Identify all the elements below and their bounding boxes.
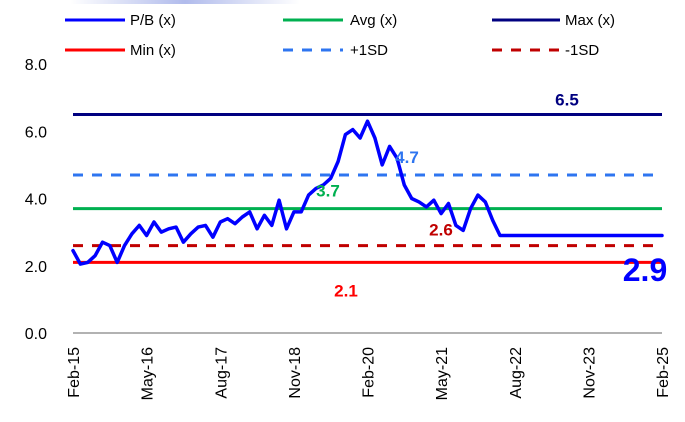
- value-label-plus1sd: 4.7: [395, 148, 419, 167]
- legend-label-plus1sd: +1SD: [350, 42, 388, 59]
- legend-label-minus1sd: -1SD: [565, 42, 599, 59]
- y-tick-label: 8.0: [25, 57, 47, 74]
- x-tick-label: Nov-18: [287, 347, 304, 399]
- y-tick-label: 2.0: [25, 259, 47, 276]
- y-axis-ticks: 0.0 2.0 4.0 6.0 8.0: [25, 57, 47, 343]
- value-label-avg: 3.7: [316, 182, 340, 201]
- legend-label-avg: Avg (x): [350, 12, 397, 29]
- legend: P/B (x) Avg (x) Max (x) Min (x) +1SD -1S…: [65, 12, 615, 59]
- x-tick-label: May-16: [140, 347, 157, 400]
- legend-label-max: Max (x): [565, 12, 615, 29]
- x-tick-label: Aug-17: [213, 347, 230, 399]
- y-tick-label: 4.0: [25, 192, 47, 209]
- last-value-label: 2.9: [623, 252, 667, 288]
- x-tick-label: Feb-25: [655, 347, 672, 398]
- x-tick-label: Aug-22: [508, 347, 525, 399]
- legend-label-min: Min (x): [130, 42, 176, 59]
- title-fragment: [70, 0, 300, 4]
- series-line-pb: [71, 119, 664, 266]
- x-tick-label: Feb-20: [361, 347, 378, 398]
- value-label-min: 2.1: [334, 281, 358, 300]
- y-tick-label: 0.0: [25, 326, 47, 343]
- value-labels: 6.5 4.7 3.7 2.6 2.1 2.9: [316, 90, 667, 300]
- reference-lines: [73, 112, 662, 264]
- x-tick-label: May-21: [434, 347, 451, 400]
- x-tick-label: Feb-15: [66, 347, 83, 398]
- y-tick-label: 6.0: [25, 124, 47, 141]
- x-tick-label: Nov-23: [581, 347, 598, 399]
- top-strip: [0, 0, 685, 10]
- x-axis-ticks: Feb-15 May-16 Aug-17 Nov-18 Feb-20 May-21 Aug-…: [66, 347, 672, 400]
- legend-label-pb: P/B (x): [130, 12, 176, 29]
- series-group: [71, 119, 664, 266]
- value-label-max: 6.5: [555, 90, 579, 109]
- value-label-minus1sd: 2.6: [429, 221, 453, 240]
